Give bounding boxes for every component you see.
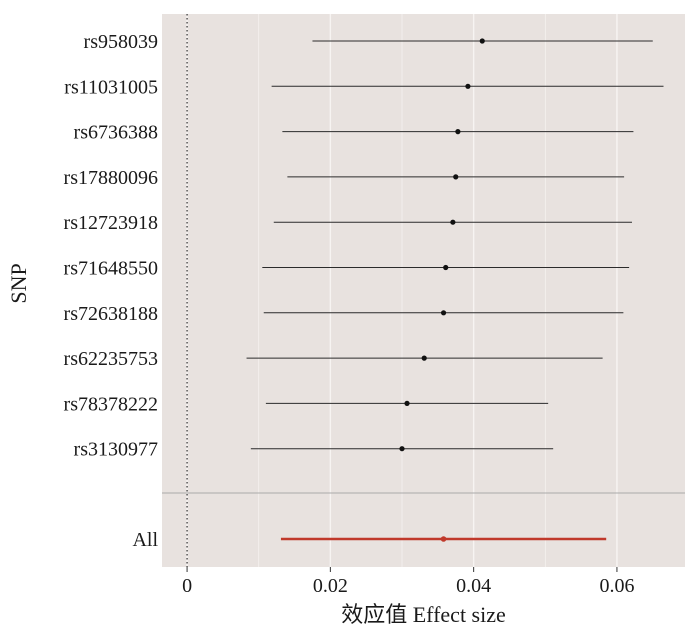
y-tick-label: rs78378222 [64, 393, 158, 415]
plot-panel [162, 14, 685, 567]
overall-estimate-point [440, 536, 447, 542]
x-tick-label: 0.06 [599, 575, 634, 597]
y-tick-label: rs958039 [84, 31, 158, 53]
y-tick-label-all: All [132, 529, 158, 551]
snp-estimate-point [453, 174, 459, 180]
x-axis-title: 效应值 Effect size [341, 602, 506, 627]
snp-estimate-point [455, 129, 461, 135]
snp-estimate-point [443, 264, 449, 271]
y-tick-label: rs12723918 [64, 212, 158, 234]
y-tick-label: rs11031005 [64, 76, 158, 98]
y-tick-label: rs3130977 [74, 439, 158, 461]
snp-estimate-point [479, 38, 485, 44]
x-axis: 0 0.02 0.04 0.06 [182, 567, 634, 597]
snp-estimate-point [465, 83, 471, 89]
y-tick-label: rs72638188 [64, 303, 158, 325]
y-axis-title: SNP [6, 263, 31, 303]
x-tick-label: 0.02 [313, 575, 348, 597]
snp-estimate-point [440, 310, 447, 316]
snp-estimate-point [404, 400, 410, 406]
snp-estimate-point [421, 355, 427, 361]
y-tick-label: rs62235753 [64, 348, 158, 370]
x-tick-label: 0.04 [456, 575, 491, 597]
snp-estimate-point [399, 446, 405, 452]
y-tick-label: rs17880096 [64, 167, 158, 189]
y-tick-label: rs71648550 [64, 258, 158, 280]
x-tick-label: 0 [182, 575, 192, 597]
y-axis-tick-labels: rs958039 rs11031005 rs6736388 rs17880096 rs1… [64, 31, 159, 551]
y-tick-label: rs6736388 [74, 122, 158, 144]
snp-estimate-point [450, 219, 456, 225]
marks-layer [246, 38, 664, 542]
